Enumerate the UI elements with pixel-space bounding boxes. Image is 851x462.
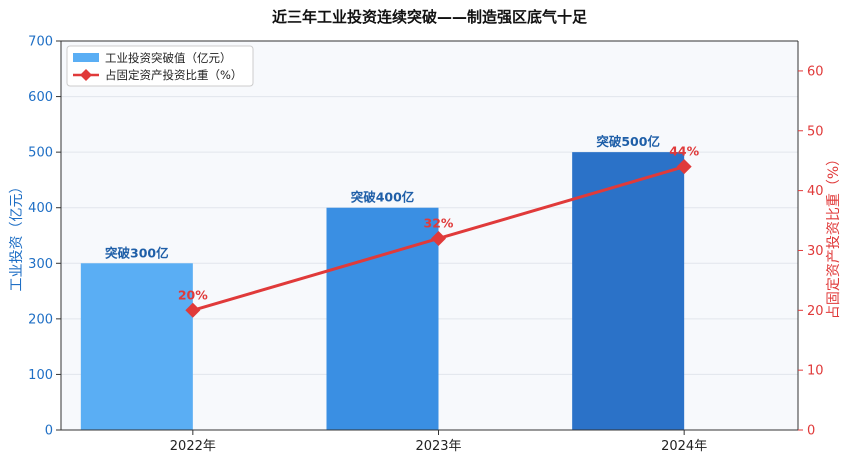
right-tick-label: 40 bbox=[807, 184, 824, 199]
left-tick-label: 100 bbox=[28, 368, 53, 383]
legend-diamond-marker bbox=[80, 69, 92, 81]
left-tick-label: 200 bbox=[28, 312, 53, 327]
left-tick-label: 300 bbox=[28, 257, 53, 272]
left-tick-label: 0 bbox=[45, 424, 53, 439]
right-tick-label: 30 bbox=[807, 244, 824, 259]
right-tick-label: 50 bbox=[807, 124, 824, 139]
line-point-marker bbox=[185, 302, 201, 318]
right-tick-label: 10 bbox=[807, 364, 824, 379]
legend: 工业投资突破值（亿元） 占固定资产投资比重（%） bbox=[66, 45, 254, 87]
line-data-label: 44% bbox=[669, 144, 699, 159]
x-tick-label: 2023年 bbox=[415, 439, 461, 454]
left-axis-ticks: 0 100 200 300 400 500 600 700 bbox=[28, 35, 61, 439]
x-tick-label: 2024年 bbox=[661, 439, 707, 454]
left-tick-label: 400 bbox=[28, 201, 53, 216]
bar-data-labels: 突破300亿 突破400亿 突破500亿 bbox=[105, 134, 660, 260]
line-point-marker bbox=[676, 159, 692, 175]
x-tick-label: 2022年 bbox=[170, 439, 216, 454]
legend-line-label: 占固定资产投资比重（%） bbox=[105, 68, 242, 82]
y-axis-label-left: 工业投资（亿元） bbox=[9, 180, 25, 292]
y-axis-label-right: 占固定资产投资比重（%） bbox=[826, 152, 842, 319]
line-data-label: 32% bbox=[424, 215, 454, 230]
right-tick-label: 60 bbox=[807, 64, 824, 79]
bar bbox=[326, 207, 439, 430]
bar bbox=[572, 152, 685, 430]
line-point-marker bbox=[431, 230, 446, 246]
bar-data-label: 突破400亿 bbox=[351, 190, 415, 205]
axes bbox=[60, 40, 799, 431]
left-tick-label: 700 bbox=[28, 35, 53, 50]
left-tick-label: 500 bbox=[28, 146, 53, 161]
right-tick-label: 0 bbox=[807, 424, 815, 439]
legend-bar-swatch bbox=[73, 53, 99, 62]
bar bbox=[80, 263, 193, 430]
legend-box bbox=[66, 45, 254, 87]
left-tick-label: 600 bbox=[28, 90, 53, 105]
bar-data-label: 突破300亿 bbox=[105, 245, 169, 260]
bar-data-label: 突破500亿 bbox=[596, 134, 660, 149]
bar-series bbox=[80, 152, 685, 430]
chart-title: 近三年工业投资连续突破——制造强区底气十足 bbox=[272, 8, 588, 26]
right-axis-ticks: 0 10 20 30 40 50 60 bbox=[798, 64, 824, 439]
line-data-label: 20% bbox=[178, 287, 208, 302]
x-axis-ticks: 2022年 2023年 2024年 bbox=[170, 430, 707, 454]
right-tick-label: 20 bbox=[807, 304, 824, 319]
line-series: 20% 32% 44% bbox=[178, 144, 700, 318]
legend-bar-label: 工业投资突破值（亿元） bbox=[105, 51, 232, 65]
